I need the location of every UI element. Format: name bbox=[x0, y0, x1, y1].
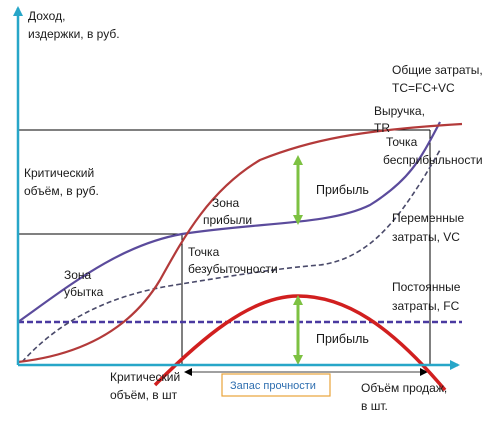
non-profit-point-label-line1: Точка bbox=[386, 135, 418, 149]
safety-margin-label: Запас прочности bbox=[230, 380, 316, 392]
revenue-curve bbox=[17, 122, 463, 364]
loss-zone-label-line1: Зона bbox=[64, 268, 92, 282]
variable-cost-label-line1: Переменные bbox=[392, 211, 464, 225]
y-axis-title-line2: издержки, в руб. bbox=[28, 27, 120, 41]
y-axis-title-line1: Доход, bbox=[28, 9, 65, 23]
safety-margin-box bbox=[221, 373, 331, 397]
revenue-label-line1: Выручка, bbox=[374, 104, 425, 118]
loss-zone-label-line2: убытка bbox=[64, 285, 104, 299]
critical-rub-label-line1: Критический bbox=[24, 166, 94, 180]
breakeven-label-line1: Точка bbox=[188, 245, 220, 259]
sales-volume-label-line1: Объём продаж, bbox=[361, 381, 447, 395]
profit-zone-label-line2: прибыли bbox=[203, 213, 252, 227]
variable-cost-curve bbox=[21, 149, 441, 363]
fixed-cost-label-line2: затраты, FC bbox=[392, 299, 460, 313]
variable-cost-label-line2: затраты, VC bbox=[392, 230, 460, 244]
profit-label-lower: Прибыль bbox=[316, 332, 369, 346]
critical-qty-label-line2: объём, в шт bbox=[110, 388, 178, 402]
non-profit-point-label-line2: бесприбыльности bbox=[383, 153, 483, 167]
critical-qty-label-line1: Критический bbox=[110, 370, 180, 384]
total-cost-curve bbox=[17, 121, 441, 323]
sales-volume-label-line2: в шт. bbox=[361, 399, 388, 413]
profit-label-upper: Прибыль bbox=[316, 183, 369, 197]
critical-rub-label-line2: объём, в руб. bbox=[24, 184, 99, 198]
total-cost-label-line2: TC=FC+VC bbox=[392, 81, 455, 95]
revenue-label-line2: TR bbox=[374, 121, 390, 135]
fixed-cost-label-line1: Постоянные bbox=[392, 280, 461, 294]
breakeven-label-line2: безубыточности bbox=[188, 262, 278, 276]
profit-zone-label-line1: Зона bbox=[212, 196, 240, 210]
total-cost-label-line1: Общие затраты, bbox=[392, 63, 483, 77]
